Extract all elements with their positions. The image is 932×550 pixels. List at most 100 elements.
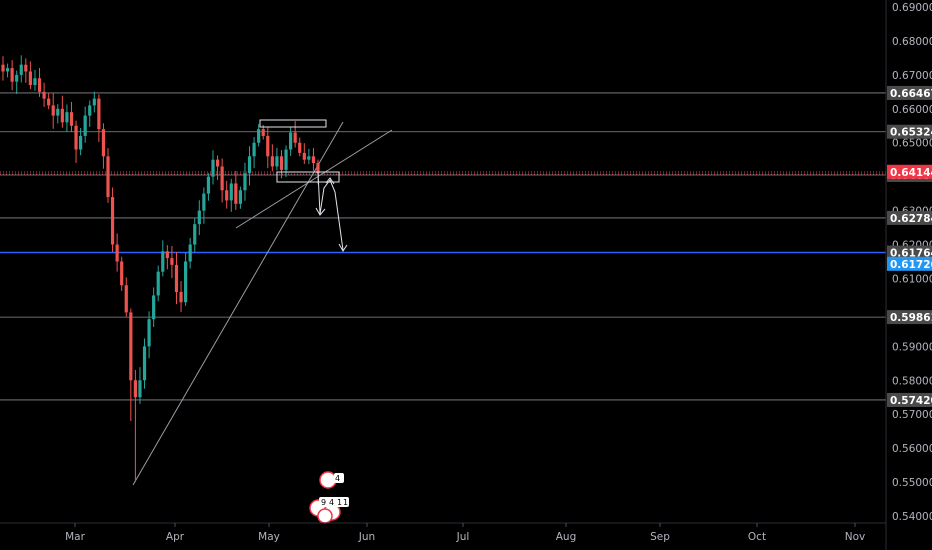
- price-tick-12: 0.55000: [892, 477, 932, 489]
- candle-body-68: [311, 156, 316, 164]
- candle-body-61: [279, 156, 284, 170]
- candle-body-60: [275, 156, 279, 167]
- level-tag-0: [887, 85, 932, 100]
- candlestick-series: [1, 55, 320, 483]
- candle-body-46: [211, 159, 215, 177]
- arrowhead-up: [325, 177, 335, 185]
- candle-body-37: [170, 258, 174, 265]
- level-tag-label-1: 0.65324: [890, 127, 932, 139]
- time-tick-3: Jun: [358, 531, 375, 543]
- badge-tag-2: [319, 497, 349, 507]
- trendline-short: [235, 129, 393, 229]
- candle-body-42: [193, 224, 197, 245]
- candle-body-23: [106, 156, 110, 198]
- time-tick-4: Jul: [456, 531, 470, 543]
- candle-body-57: [261, 129, 265, 136]
- level-tag-label-0: 0.66467: [890, 88, 932, 100]
- candle-body-31: [142, 346, 147, 381]
- support-zone-box[interactable]: [276, 171, 340, 183]
- badge-count-4: 1: [337, 498, 342, 507]
- level-tag-label-3: 0.62784: [890, 213, 932, 225]
- candle-body-54: [247, 156, 252, 174]
- candle-body-44: [202, 193, 206, 211]
- time-tick-0: Mar: [65, 531, 85, 543]
- candle-body-35: [161, 251, 165, 272]
- level-tag-5: [887, 310, 932, 325]
- candle-body-20: [92, 98, 96, 106]
- arrowhead-2: [338, 243, 348, 252]
- candle-body-8: [37, 78, 42, 92]
- price-tick-0: 0.69000: [892, 2, 932, 14]
- price-tick-3: 0.66000: [892, 104, 932, 116]
- badge-count-5: 1: [343, 498, 348, 507]
- price-tick-13: 0.54000: [892, 511, 932, 523]
- candle-body-66: [302, 152, 306, 160]
- candle-body-47: [215, 159, 220, 167]
- resistance-zone-box[interactable]: [259, 119, 327, 128]
- price-tick-9: 0.58000: [892, 375, 932, 387]
- time-tick-6: Sep: [650, 531, 670, 543]
- candle-body-13: [60, 108, 64, 123]
- candle-body-65: [298, 142, 302, 153]
- candle-body-9: [42, 91, 46, 99]
- candle-body-25: [115, 244, 119, 262]
- price-tick-1: 0.68000: [892, 36, 932, 48]
- event-badges[interactable]: 4 9 4 1 1: [309, 471, 349, 524]
- level-tag-6: [887, 392, 932, 407]
- candle-body-69: [316, 163, 320, 174]
- level-price-tags: 0.664670.653240.640500.627840.617640.598…: [887, 85, 932, 407]
- candle-body-5: [24, 64, 28, 72]
- time-tick-2: May: [258, 531, 280, 543]
- candle-body-28: [129, 312, 133, 381]
- price-tick-11: 0.56000: [892, 443, 932, 455]
- candle-body-18: [83, 115, 87, 136]
- candle-body-55: [252, 142, 256, 157]
- price-tick-7: 0.61000: [892, 273, 932, 285]
- horizontal-levels: [0, 92, 886, 401]
- price-tick-8: 0.59000: [892, 341, 932, 353]
- candle-body-3: [15, 74, 19, 82]
- candle-body-64: [293, 132, 297, 143]
- candle-body-33: [152, 295, 156, 320]
- candle-body-14: [65, 112, 69, 123]
- candle-body-59: [270, 156, 274, 167]
- candle-body-39: [179, 292, 183, 303]
- current-price-tag: [887, 164, 932, 179]
- level-tag-label-4: 0.61764: [890, 248, 932, 260]
- candle-body-16: [74, 125, 78, 150]
- projection-arrows: [315, 171, 348, 252]
- candle-body-45: [206, 176, 211, 194]
- candle-body-32: [147, 319, 151, 347]
- candle-body-7: [33, 78, 37, 86]
- candle-body-43: [197, 210, 201, 225]
- candle-body-41: [188, 244, 192, 262]
- candle-body-27: [124, 285, 128, 313]
- price-tick-10: 0.57000: [892, 409, 932, 421]
- time-tick-1: Apr: [166, 531, 185, 543]
- level-tag-3: [887, 210, 932, 225]
- candle-body-11: [51, 105, 55, 116]
- candle-body-62: [284, 149, 288, 170]
- candle-body-19: [88, 105, 92, 116]
- level-tag-1: [887, 124, 932, 139]
- candle-body-34: [156, 271, 160, 296]
- arrow-path-1: [317, 171, 344, 251]
- candle-body-4: [19, 64, 23, 75]
- candle-body-38: [174, 264, 179, 293]
- current-price-label: 0.64144: [890, 167, 932, 179]
- badge-count-2: 9: [321, 498, 326, 507]
- price-tick-4: 0.65000: [892, 138, 932, 150]
- time-axis[interactable]: Mar Apr May Jun Jul Aug Sep Oct Nov: [65, 523, 865, 543]
- badge-count-1: 4: [335, 474, 340, 483]
- candle-body-0: [1, 64, 5, 72]
- event-badge-circle-4: [317, 508, 333, 524]
- badge-count-3: 4: [329, 498, 334, 507]
- badge-tag-1: [334, 473, 344, 483]
- candle-body-52: [238, 190, 242, 204]
- candle-body-26: [120, 261, 124, 286]
- event-badge-circle-1: [319, 471, 337, 489]
- candle-body-48: [220, 166, 224, 191]
